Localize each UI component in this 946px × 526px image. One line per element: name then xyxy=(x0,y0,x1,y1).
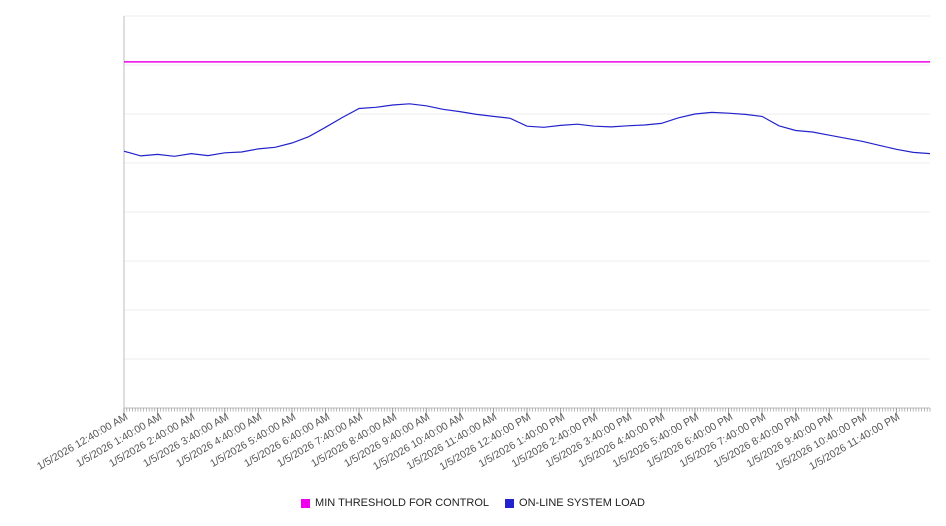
legend-item-load: ON-LINE SYSTEM LOAD xyxy=(505,497,645,509)
load-swatch-icon xyxy=(505,498,515,508)
legend-item-threshold: MIN THRESHOLD FOR CONTROL xyxy=(301,497,489,509)
threshold-swatch-icon xyxy=(301,498,311,508)
legend-label-threshold: MIN THRESHOLD FOR CONTROL xyxy=(315,497,490,509)
legend: MIN THRESHOLD FOR CONTROL ON-LINE SYSTEM… xyxy=(0,497,946,509)
load-line xyxy=(123,103,931,157)
legend-label-load: ON-LINE SYSTEM LOAD xyxy=(519,497,645,509)
